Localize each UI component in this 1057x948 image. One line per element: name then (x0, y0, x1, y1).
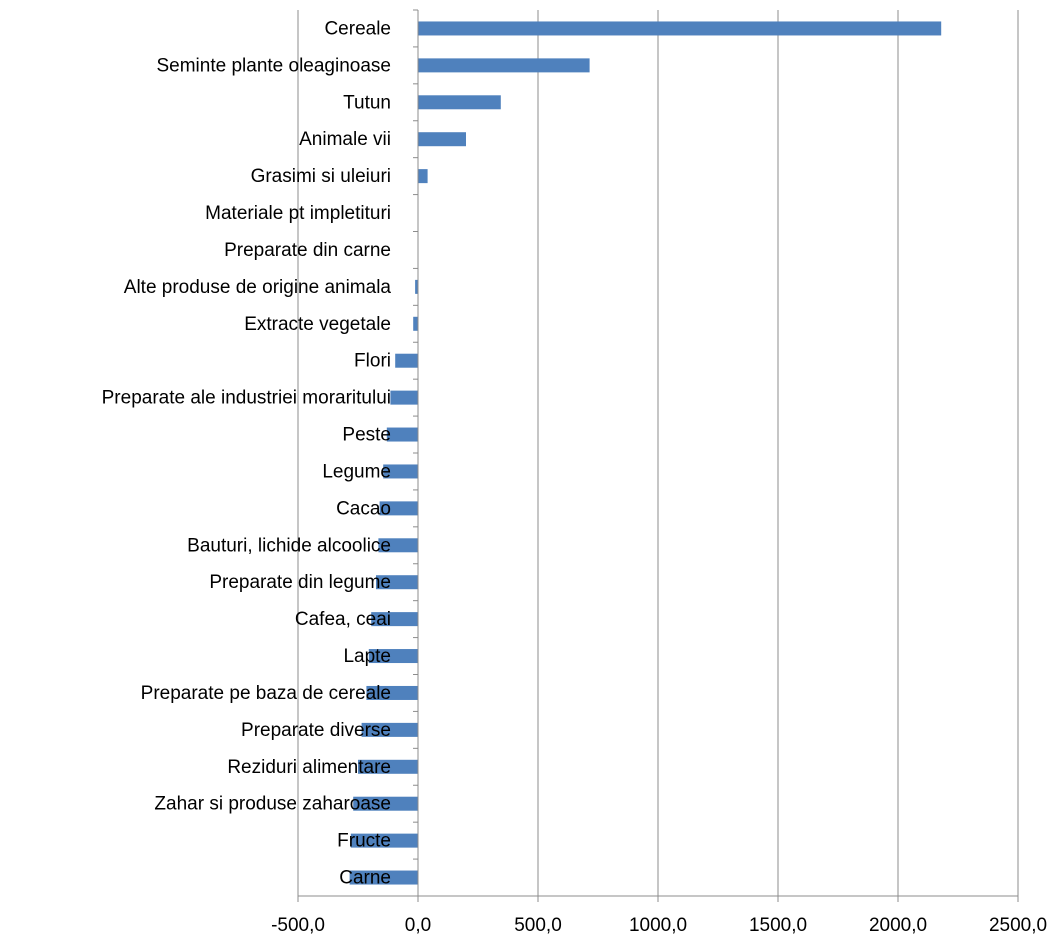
bar (390, 390, 418, 405)
bar (418, 58, 590, 73)
category-label: Cacao (336, 498, 391, 519)
x-tick-label: 500,0 (514, 915, 562, 936)
category-label: Flori (354, 351, 391, 372)
category-label: Cafea, ceai (295, 609, 391, 630)
bar (350, 833, 418, 848)
tick-labels: -500,0 0,0 500,0 1000,0 1500,0 2000,0 2500,0 (271, 915, 1047, 936)
category-label: Animale vii (299, 129, 391, 150)
bar (376, 575, 418, 590)
category-label: Seminte plante oleaginoase (156, 55, 391, 76)
x-tick-label: 2000,0 (869, 915, 927, 936)
category-label: Fructe (337, 831, 391, 852)
category-labels: Cereale Seminte plante oleaginoase Tutun An… (102, 18, 392, 888)
category-label: Bauturi, lichide alcoolice (187, 535, 391, 556)
bar (386, 427, 418, 442)
bar (379, 501, 418, 516)
category-label: Reziduri alimentare (227, 757, 391, 778)
gridlines (537, 10, 1019, 896)
axes (297, 9, 1019, 902)
x-tick-label: -500,0 (271, 915, 325, 936)
x-tick-label: 1500,0 (749, 915, 807, 936)
category-label: Preparate diverse (241, 720, 391, 741)
category-label: Materiale pt impletituri (205, 203, 391, 224)
bar (415, 279, 418, 294)
bar (378, 538, 418, 553)
bar (418, 132, 466, 147)
bar (418, 169, 428, 184)
bar (413, 316, 418, 331)
category-label: Preparate ale industriei moraritului (102, 388, 391, 409)
bar (418, 95, 501, 110)
x-tick-label: 2500,0 (989, 915, 1047, 936)
category-label: Preparate din carne (224, 240, 391, 261)
bars (349, 21, 942, 885)
category-label: Lapte (343, 646, 391, 667)
bar (371, 612, 418, 627)
bar (366, 685, 418, 700)
category-label: Peste (342, 425, 391, 446)
bar (353, 796, 418, 811)
category-label: Preparate pe baza de cereale (141, 683, 391, 704)
bar (395, 353, 418, 368)
bar (358, 759, 418, 774)
category-label: Extracte vegetale (244, 314, 391, 335)
category-label: Grasimi si uleiuri (251, 166, 391, 187)
bar (383, 464, 418, 479)
bar (361, 722, 418, 737)
category-label: Zahar si produse zaharoase (154, 794, 391, 815)
bar (349, 870, 418, 885)
category-label: Preparate din legume (209, 572, 391, 593)
bar (418, 21, 942, 36)
category-label: Carne (339, 868, 391, 889)
category-label: Tutun (343, 92, 391, 113)
category-label: Alte produse de origine animala (124, 277, 392, 298)
bar (368, 649, 418, 664)
category-label: Cereale (324, 18, 391, 39)
x-tick-label: 0,0 (405, 915, 431, 936)
category-label: Legume (322, 461, 391, 482)
x-tick-label: 1000,0 (629, 915, 687, 936)
